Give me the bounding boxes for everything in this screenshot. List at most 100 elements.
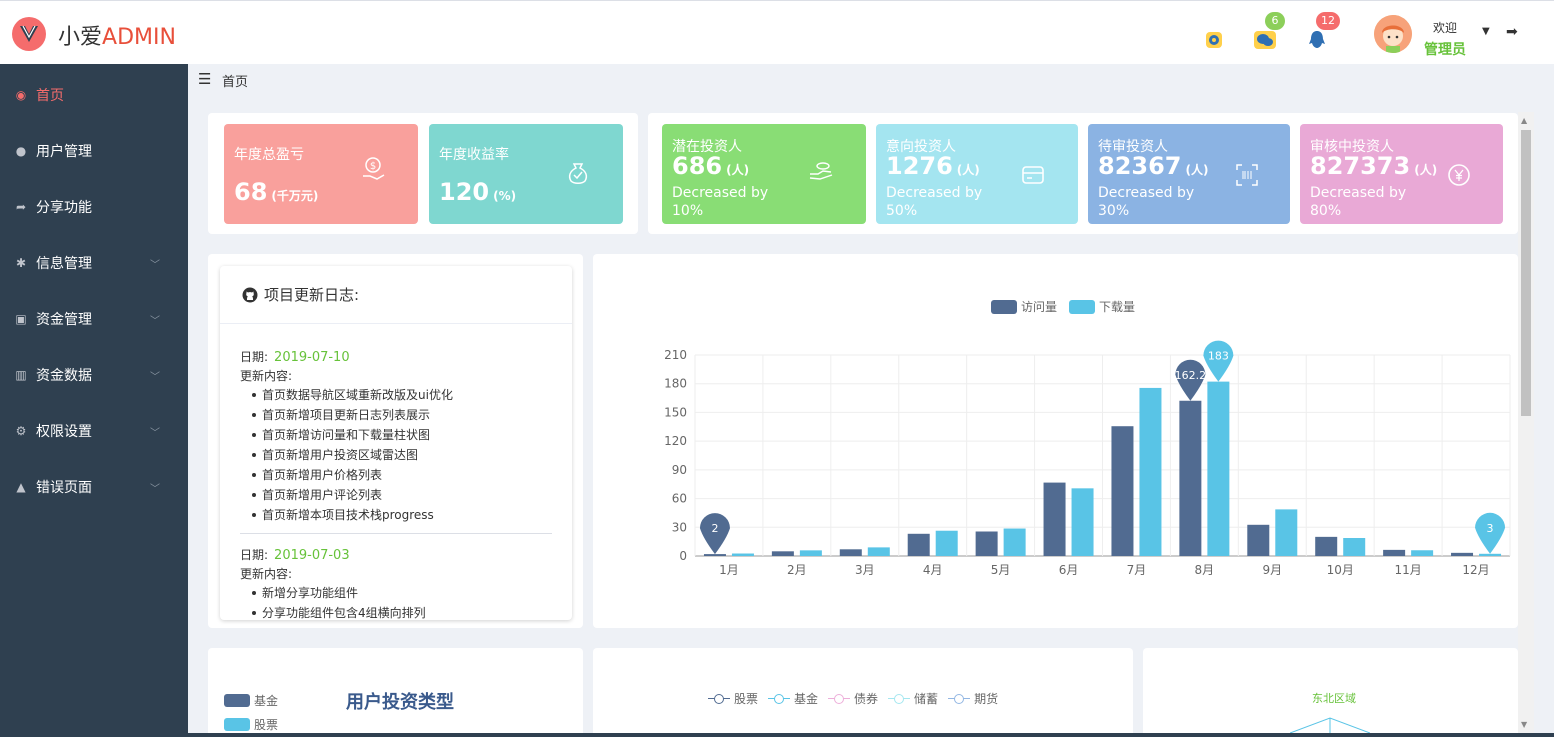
user-icon: ● [15,144,27,158]
legend-item-stock[interactable]: 股票 [224,716,278,733]
x-tick-label: 8月 [1195,563,1215,577]
log-items: 新增分享功能组件 分享功能组件包含4组横向排列 [240,583,552,620]
x-tick-label: 12月 [1462,563,1489,577]
sidebar-item-label: 信息管理 [36,256,92,272]
stat-card-annual-yield[interactable]: 年度收益率 120 (%) [429,124,623,224]
bar [1479,553,1502,556]
logout-icon[interactable]: ➡ [1506,24,1518,40]
list-item: 首页新增项目更新日志列表展示 [252,405,552,425]
x-tick-label: 2月 [787,563,807,577]
legend-item-downloads[interactable]: 下载量 [1069,298,1135,315]
log-date: 2019-07-03 [274,548,350,563]
stat-desc: Decreased by 10% [672,185,769,219]
wechat-icon[interactable] [1254,29,1276,51]
update-log-title: 项目更新日志: [264,286,360,304]
radar-chart-fragment [1290,717,1370,734]
username[interactable]: 管理员 [1424,42,1466,58]
scroll-up-icon[interactable]: ▲ [1521,116,1528,125]
bar [771,551,794,556]
scroll-down-icon[interactable]: ▼ [1521,720,1528,729]
stat-card-pending-investors[interactable]: 待审投资人 82367 (人) Decreased by 30% [1088,124,1290,224]
legend-label: 下载量 [1099,300,1136,314]
bar [839,549,862,556]
sidebar-item-funds[interactable]: ▣ 资金管理 ﹀ [14,307,174,331]
menu-toggle-icon[interactable]: ☰ [198,70,212,88]
asterisk-icon: ✱ [15,256,27,270]
sidebar-item-label: 权限设置 [36,424,92,440]
marker-pin [1175,359,1206,401]
x-tick-label: 7月 [1127,563,1147,577]
sidebar-item-fund-data[interactable]: ▥ 资金数据 ﹀ [14,363,174,387]
legend-item-savings[interactable]: 储蓄 [888,690,938,707]
marker-label: 2 [711,522,718,535]
x-tick-label: 4月 [923,563,943,577]
scrollbar-thumb[interactable] [1521,130,1531,416]
marker-pin [1475,512,1506,554]
y-tick-label: 180 [664,377,687,391]
legend-swatch [991,299,1017,314]
bar [1315,536,1338,556]
visits-downloads-chart-panel: 访问量 下载量 0 30 60 90 120 150 180 210 1月 2月 3月 4月 5月 6月 7… [593,254,1518,628]
investment-type-title: 用户投资类型 [346,692,454,713]
hand-coin-icon [809,162,833,180]
legend-label: 基金 [794,692,819,706]
cogs-icon: ⚙ [15,424,27,438]
log-date-row: 日期: 2019-07-10 [240,350,350,365]
sidebar-item-info[interactable]: ✱ 信息管理 ﹀ [14,251,174,275]
bar [1247,524,1270,556]
log-items: 首页数据导航区域重新改版及ui优化 首页新增项目更新日志列表展示 首页新增访问量… [240,385,552,525]
brand-title[interactable]: 小爱ADMIN [58,19,176,51]
stat-card-intended-investors[interactable]: 意向投资人 1276 (人) Decreased by 50% [876,124,1078,224]
marker-pin [1203,340,1234,382]
stat-value: 68 (千万元) [234,178,319,206]
legend-item-futures[interactable]: 期货 [948,690,998,707]
qq-icon[interactable] [1306,29,1328,51]
stat-card-potential-investors[interactable]: 潜在投资人 686 (人) Decreased by 10% [662,124,866,224]
bar [1343,538,1366,556]
sidebar-item-home[interactable]: ◉ 首页 [14,83,174,107]
sidebar-item-share[interactable]: ➦ 分享功能 [14,195,174,219]
legend-item-fund[interactable]: 基金 [224,692,278,709]
stat-card-annual-pnl[interactable]: 年度总盈亏 68 (千万元) $ [224,124,418,224]
sidebar-item-permissions[interactable]: ⚙ 权限设置 ﹀ [14,419,174,443]
x-tick-label: 1月 [719,563,739,577]
line-chart-legend: 股票 基金 债券 储蓄 期货 [708,690,1008,707]
x-tick-label: 3月 [855,563,875,577]
bar [1179,400,1202,556]
brand-prefix: 小爱 [58,25,103,50]
y-tick-label: 60 [672,492,687,506]
list-item: 首页数据导航区域重新改版及ui优化 [252,385,552,405]
legend-item-stocks[interactable]: 股票 [708,690,758,707]
welcome-text: 欢迎 [1433,21,1458,35]
legend-item-bonds[interactable]: 债券 [828,690,878,707]
stat-card-reviewing-investors[interactable]: 审核中投资人 827373 (人) Decreased by 80% [1300,124,1503,224]
top-header: 小爱ADMIN 6 12 欢迎 管理员 ▼ ➡ [0,0,1554,64]
radar-region-label: 东北区域 [1312,692,1356,705]
line-marker-icon [828,693,851,704]
github-icon[interactable] [1203,29,1225,51]
log-date-row: 日期: 2019-07-03 [240,548,350,563]
avatar[interactable] [1374,15,1412,53]
logo-icon [12,17,46,51]
money-hand-icon: $ [363,157,385,180]
legend-item-visits[interactable]: 访问量 [991,298,1057,315]
update-log-card: 项目更新日志: 日期: 2019-07-10 更新内容: 首页数据导航区域重新改版… [220,266,572,620]
legend-item-funds[interactable]: 基金 [768,690,818,707]
y-tick-label: 120 [664,434,687,448]
money-icon: ▣ [15,312,27,326]
chevron-down-icon: ﹀ [150,371,160,383]
page-scrollbar[interactable]: ▲ ▼ [1518,112,1534,734]
log-content-label: 更新内容: [240,567,293,581]
wechat-badge: 6 [1265,12,1285,30]
sidebar-item-errors[interactable]: ▲ 错误页面 ﹀ [14,475,174,499]
y-tick-label: 150 [664,405,687,419]
legend-label: 股票 [734,692,759,706]
sidebar-item-users[interactable]: ● 用户管理 [14,139,174,163]
bar [1411,550,1434,556]
divider [240,533,552,534]
list-item: 分享功能组件包含4组横向排列 [252,603,552,620]
warning-icon: ▲ [16,480,26,494]
user-dropdown-icon[interactable]: ▼ [1482,26,1490,37]
qq-badge: 12 [1316,12,1340,30]
legend-swatch [224,694,250,707]
